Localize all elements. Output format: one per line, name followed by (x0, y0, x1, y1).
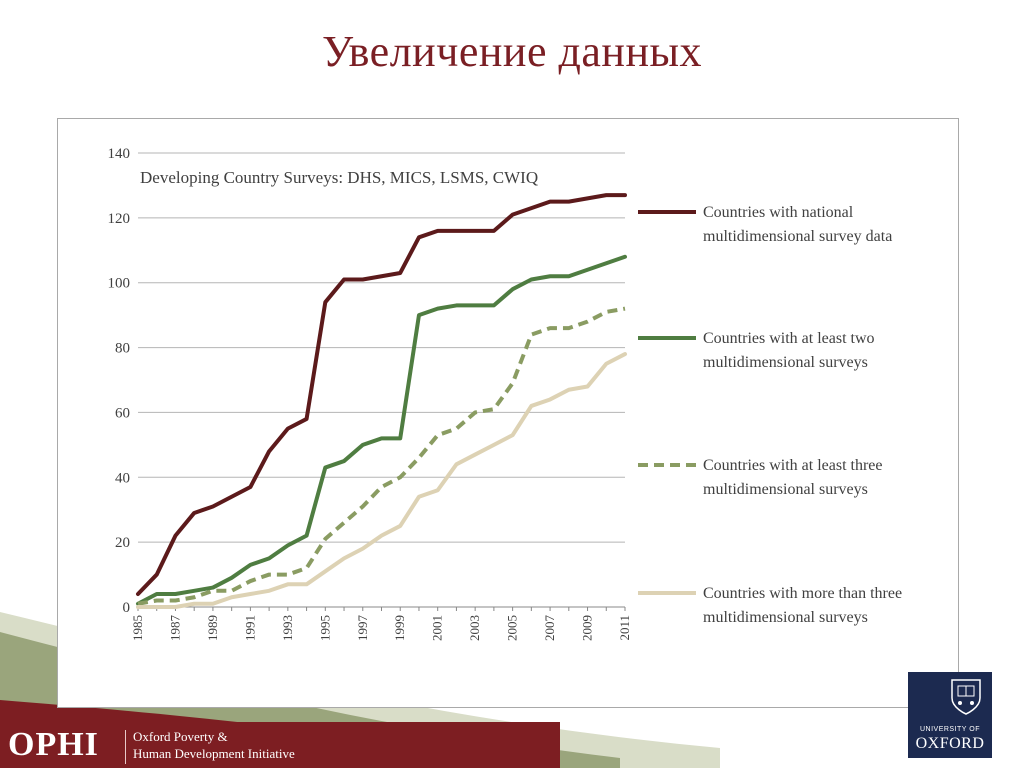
legend-label-3: Countries with at least three (703, 457, 883, 474)
series-line-3 (137, 306, 626, 606)
line-chart: 0 20 40 60 80 100 120 140 1985 1987 1989 1991 1993 19… (108, 146, 903, 642)
series-line-1 (136, 193, 627, 597)
x-tick-label: 1999 (392, 615, 407, 641)
ophi-subtitle-line2: Human Development Initiative (133, 746, 295, 761)
series-line-2 (136, 254, 627, 606)
y-tick-label: 100 (108, 276, 131, 292)
legend-label-4: multidimensional surveys (703, 609, 868, 626)
x-tick-label: 2009 (580, 615, 595, 641)
x-tick-label: 2001 (430, 615, 445, 641)
x-tick-label: 1991 (242, 615, 257, 641)
y-tick-label: 0 (123, 600, 131, 616)
slide-title: Увеличение данных (321, 27, 703, 76)
y-tick-label: 80 (115, 341, 130, 357)
y-tick-label: 60 (115, 405, 130, 421)
legend-label-1: multidimensional survey data (703, 228, 892, 245)
oxford-logo (908, 672, 992, 758)
chart-panel: 0 20 40 60 80 100 120 140 1985 1987 1989 1991 1993 19… (57, 118, 959, 708)
ophi-subtitle-line1: Oxford Poverty & (133, 729, 228, 744)
oxford-logo-big-text: OXFORD (915, 735, 985, 752)
oxford-logo-small-text: UNIVERSITY OF (919, 726, 981, 733)
y-tick-label: 20 (115, 535, 130, 551)
footer-maroon-strip (0, 722, 560, 768)
series-line-4 (136, 352, 627, 609)
y-tick-label: 120 (108, 211, 131, 227)
x-tick-label: 1995 (317, 615, 332, 641)
x-tick-label: 1997 (355, 615, 370, 642)
x-tick-label: 1989 (205, 615, 220, 641)
legend-label-4: Countries with more than three (703, 585, 902, 602)
x-tick-label: 2007 (542, 615, 557, 642)
ophi-subtitle: Oxford Poverty & Human Development Initi… (133, 728, 295, 762)
y-tick-label: 140 (108, 146, 131, 162)
chart-title: Developing Country Surveys: DHS, MICS, L… (140, 168, 538, 187)
ophi-logo-text: OPHI (8, 726, 99, 763)
x-tick-label: 1987 (167, 615, 182, 642)
legend-label-2: Countries with at least two (703, 330, 875, 347)
legend-label-1: Countries with national (703, 204, 854, 221)
x-tick-label: 1993 (280, 615, 295, 641)
y-tick-label: 40 (115, 470, 130, 486)
legend-label-2: multidimensional surveys (703, 354, 868, 371)
oxford-crest-icon (951, 679, 981, 715)
x-tick-label: 2005 (505, 615, 520, 641)
footer-divider (125, 730, 126, 764)
x-tick-label: 2003 (467, 615, 482, 641)
legend-label-3: multidimensional surveys (703, 481, 868, 498)
x-tick-label: 2011 (617, 615, 632, 641)
x-tick-label: 1985 (130, 615, 145, 641)
